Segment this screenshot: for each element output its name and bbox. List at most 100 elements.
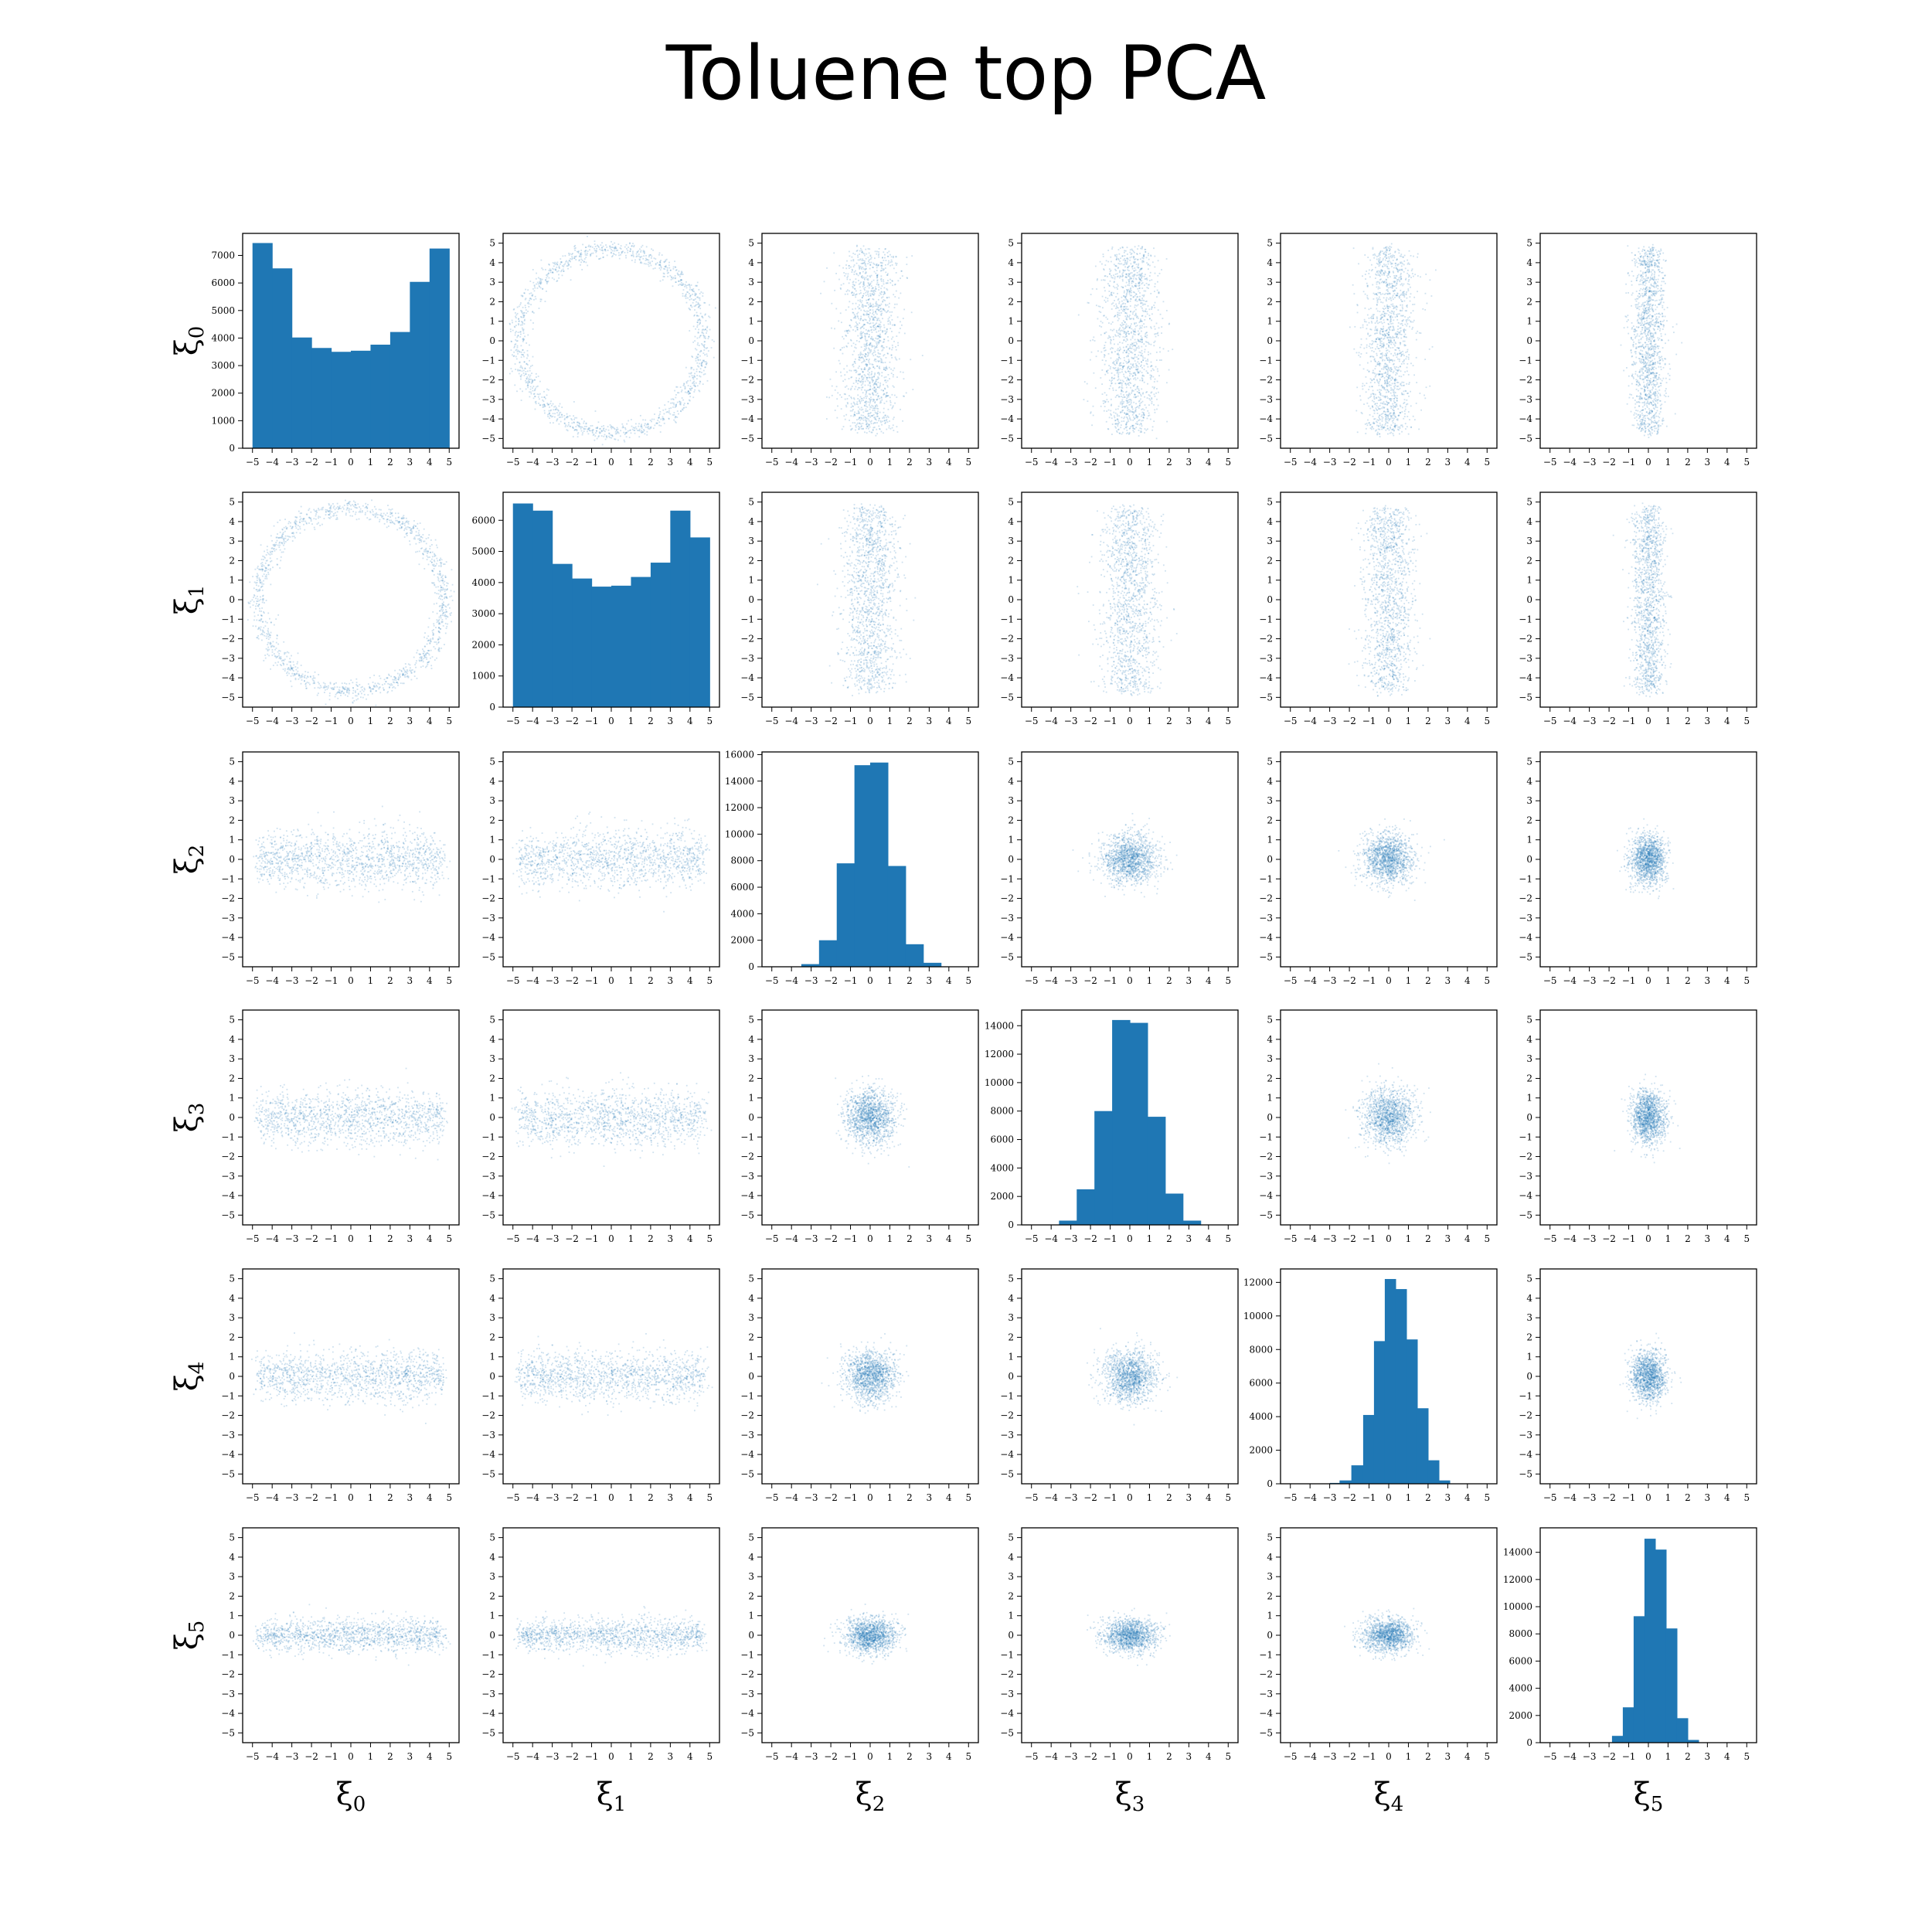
scatter-point xyxy=(872,267,874,269)
scatter-point xyxy=(1144,278,1146,280)
scatter-point xyxy=(866,314,869,316)
scatter-point xyxy=(525,388,527,390)
scatter-point xyxy=(850,406,852,408)
scatter-point xyxy=(1147,304,1149,307)
scatter-point xyxy=(865,328,867,331)
scatter-point xyxy=(539,380,541,383)
scatter-point xyxy=(641,256,643,258)
scatter-point xyxy=(866,359,868,361)
scatter-point xyxy=(854,346,856,349)
scatter-point xyxy=(1134,306,1136,308)
scatter-point xyxy=(1126,413,1128,415)
scatter-point xyxy=(552,271,554,274)
scatter-point xyxy=(705,362,707,365)
x-tick-label: 4 xyxy=(1206,457,1212,468)
scatter-point xyxy=(872,311,875,313)
scatter-point xyxy=(1398,414,1400,417)
scatter-point xyxy=(883,376,886,379)
scatter-point xyxy=(896,335,898,337)
scatter-point xyxy=(855,343,857,345)
scatter-point xyxy=(549,268,551,270)
scatter-point xyxy=(1374,254,1376,257)
scatter-point xyxy=(666,272,668,274)
scatter-point xyxy=(1143,290,1145,292)
scatter-point xyxy=(1147,360,1149,362)
scatter-point xyxy=(886,367,888,369)
scatter-point xyxy=(1135,347,1138,349)
scatter-point xyxy=(620,435,621,437)
scatter-point xyxy=(553,409,555,411)
scatter-point xyxy=(1140,430,1142,432)
scatter-point xyxy=(874,401,876,403)
scatter-point xyxy=(1128,331,1129,333)
scatter-point xyxy=(635,427,638,430)
scatter-point xyxy=(1145,341,1147,343)
scatter-point xyxy=(1395,284,1397,286)
scatter-point xyxy=(696,324,699,326)
scatter-point xyxy=(1130,399,1132,401)
scatter-point xyxy=(869,264,872,266)
scatter-point xyxy=(878,286,880,288)
scatter-point xyxy=(859,258,862,260)
scatter-point xyxy=(868,348,870,350)
scatter-point xyxy=(871,344,872,346)
scatter-point xyxy=(1128,265,1131,267)
scatter-point xyxy=(868,359,869,362)
scatter-point xyxy=(879,397,881,400)
scatter-point xyxy=(1125,312,1128,315)
scatter-point xyxy=(1142,359,1144,361)
scatter-point xyxy=(1144,335,1146,337)
scatter-point xyxy=(1140,395,1142,397)
scatter-point xyxy=(532,287,534,290)
scatter-point xyxy=(679,400,681,403)
scatter-point xyxy=(573,422,575,423)
scatter-point xyxy=(865,265,867,267)
scatter-point xyxy=(1385,248,1387,250)
scatter-point xyxy=(1367,333,1369,335)
scatter-point xyxy=(1107,318,1109,320)
scatter-point xyxy=(872,414,873,417)
scatter-point xyxy=(1392,378,1394,379)
scatter-point xyxy=(868,335,870,338)
scatter-point xyxy=(539,398,540,400)
scatter-point xyxy=(1125,333,1127,335)
scatter-point xyxy=(1143,414,1145,416)
scatter-point xyxy=(861,376,863,379)
scatter-point xyxy=(1393,391,1394,393)
scatter-point xyxy=(526,378,528,380)
scatter-point xyxy=(597,421,600,423)
scatter-point xyxy=(692,293,694,295)
scatter-point xyxy=(1135,396,1138,398)
scatter-point xyxy=(539,404,541,406)
scatter-point xyxy=(616,429,617,431)
scatter-point xyxy=(1128,326,1131,328)
scatter-point xyxy=(883,355,885,357)
scatter-point xyxy=(1139,253,1141,254)
scatter-point xyxy=(698,305,700,308)
scatter-point xyxy=(1376,270,1378,273)
scatter-point xyxy=(859,353,862,355)
scatter-point xyxy=(1131,275,1134,277)
scatter-point xyxy=(518,318,520,320)
scatter-point xyxy=(1141,298,1143,299)
scatter-point xyxy=(1124,296,1127,298)
scatter-point xyxy=(854,360,856,362)
scatter-point xyxy=(547,280,549,282)
scatter-point xyxy=(1401,381,1403,383)
scatter-point xyxy=(1127,361,1129,363)
scatter-point xyxy=(869,413,871,414)
scatter-point xyxy=(552,403,554,405)
scatter-point xyxy=(1116,305,1117,307)
scatter-point xyxy=(884,422,886,424)
scatter-point xyxy=(1372,355,1374,358)
scatter-point xyxy=(535,298,537,300)
scatter-point xyxy=(886,332,888,334)
scatter-point xyxy=(884,388,886,390)
scatter-point xyxy=(879,311,882,313)
scatter-point xyxy=(876,280,879,282)
scatter-point xyxy=(1146,332,1148,334)
scatter-point xyxy=(1111,248,1113,250)
scatter-point xyxy=(872,366,875,368)
scatter-point xyxy=(1394,396,1396,398)
scatter-point xyxy=(851,291,853,294)
